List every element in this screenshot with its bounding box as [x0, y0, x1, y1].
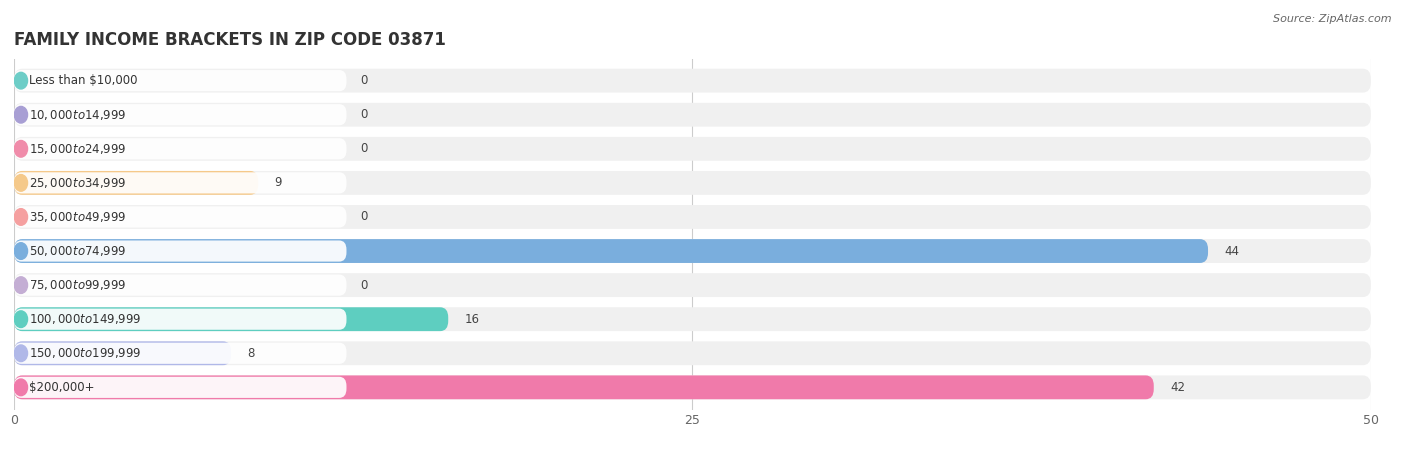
Circle shape — [14, 243, 28, 259]
Text: $35,000 to $49,999: $35,000 to $49,999 — [30, 210, 127, 224]
Text: $10,000 to $14,999: $10,000 to $14,999 — [30, 108, 127, 122]
FancyBboxPatch shape — [14, 69, 1371, 93]
FancyBboxPatch shape — [14, 307, 449, 331]
Circle shape — [14, 379, 28, 396]
Text: $100,000 to $149,999: $100,000 to $149,999 — [30, 312, 142, 326]
FancyBboxPatch shape — [14, 207, 346, 228]
FancyBboxPatch shape — [14, 240, 346, 261]
Text: FAMILY INCOME BRACKETS IN ZIP CODE 03871: FAMILY INCOME BRACKETS IN ZIP CODE 03871 — [14, 31, 446, 49]
FancyBboxPatch shape — [14, 205, 1371, 229]
Text: 0: 0 — [360, 142, 367, 155]
FancyBboxPatch shape — [14, 104, 346, 125]
FancyBboxPatch shape — [14, 239, 1371, 263]
FancyBboxPatch shape — [14, 377, 346, 398]
FancyBboxPatch shape — [14, 171, 1371, 195]
Text: $25,000 to $34,999: $25,000 to $34,999 — [30, 176, 127, 190]
Text: 42: 42 — [1170, 381, 1185, 394]
Circle shape — [14, 140, 28, 157]
FancyBboxPatch shape — [14, 239, 1208, 263]
Text: 0: 0 — [360, 211, 367, 224]
Text: $150,000 to $199,999: $150,000 to $199,999 — [30, 346, 142, 360]
FancyBboxPatch shape — [14, 274, 346, 296]
FancyBboxPatch shape — [14, 375, 1371, 399]
FancyBboxPatch shape — [14, 342, 1371, 365]
Circle shape — [14, 106, 28, 123]
Text: $50,000 to $74,999: $50,000 to $74,999 — [30, 244, 127, 258]
FancyBboxPatch shape — [14, 273, 1371, 297]
Circle shape — [14, 175, 28, 191]
FancyBboxPatch shape — [14, 343, 346, 364]
Circle shape — [14, 345, 28, 362]
Circle shape — [14, 72, 28, 89]
Text: 9: 9 — [274, 176, 283, 189]
FancyBboxPatch shape — [14, 375, 1154, 399]
Text: $200,000+: $200,000+ — [30, 381, 94, 394]
Circle shape — [14, 209, 28, 225]
Circle shape — [14, 277, 28, 293]
FancyBboxPatch shape — [14, 342, 231, 365]
Circle shape — [14, 311, 28, 328]
FancyBboxPatch shape — [14, 138, 346, 159]
Text: 0: 0 — [360, 279, 367, 292]
FancyBboxPatch shape — [14, 70, 346, 91]
Text: $75,000 to $99,999: $75,000 to $99,999 — [30, 278, 127, 292]
Text: 0: 0 — [360, 108, 367, 121]
FancyBboxPatch shape — [14, 309, 346, 330]
Text: $15,000 to $24,999: $15,000 to $24,999 — [30, 142, 127, 156]
Text: 8: 8 — [247, 347, 254, 360]
Text: 16: 16 — [464, 313, 479, 326]
FancyBboxPatch shape — [14, 103, 1371, 126]
Text: 44: 44 — [1225, 244, 1239, 257]
FancyBboxPatch shape — [14, 172, 346, 194]
Text: 0: 0 — [360, 74, 367, 87]
FancyBboxPatch shape — [14, 171, 259, 195]
FancyBboxPatch shape — [14, 307, 1371, 331]
Text: Less than $10,000: Less than $10,000 — [30, 74, 138, 87]
Text: Source: ZipAtlas.com: Source: ZipAtlas.com — [1274, 14, 1392, 23]
FancyBboxPatch shape — [14, 137, 1371, 161]
